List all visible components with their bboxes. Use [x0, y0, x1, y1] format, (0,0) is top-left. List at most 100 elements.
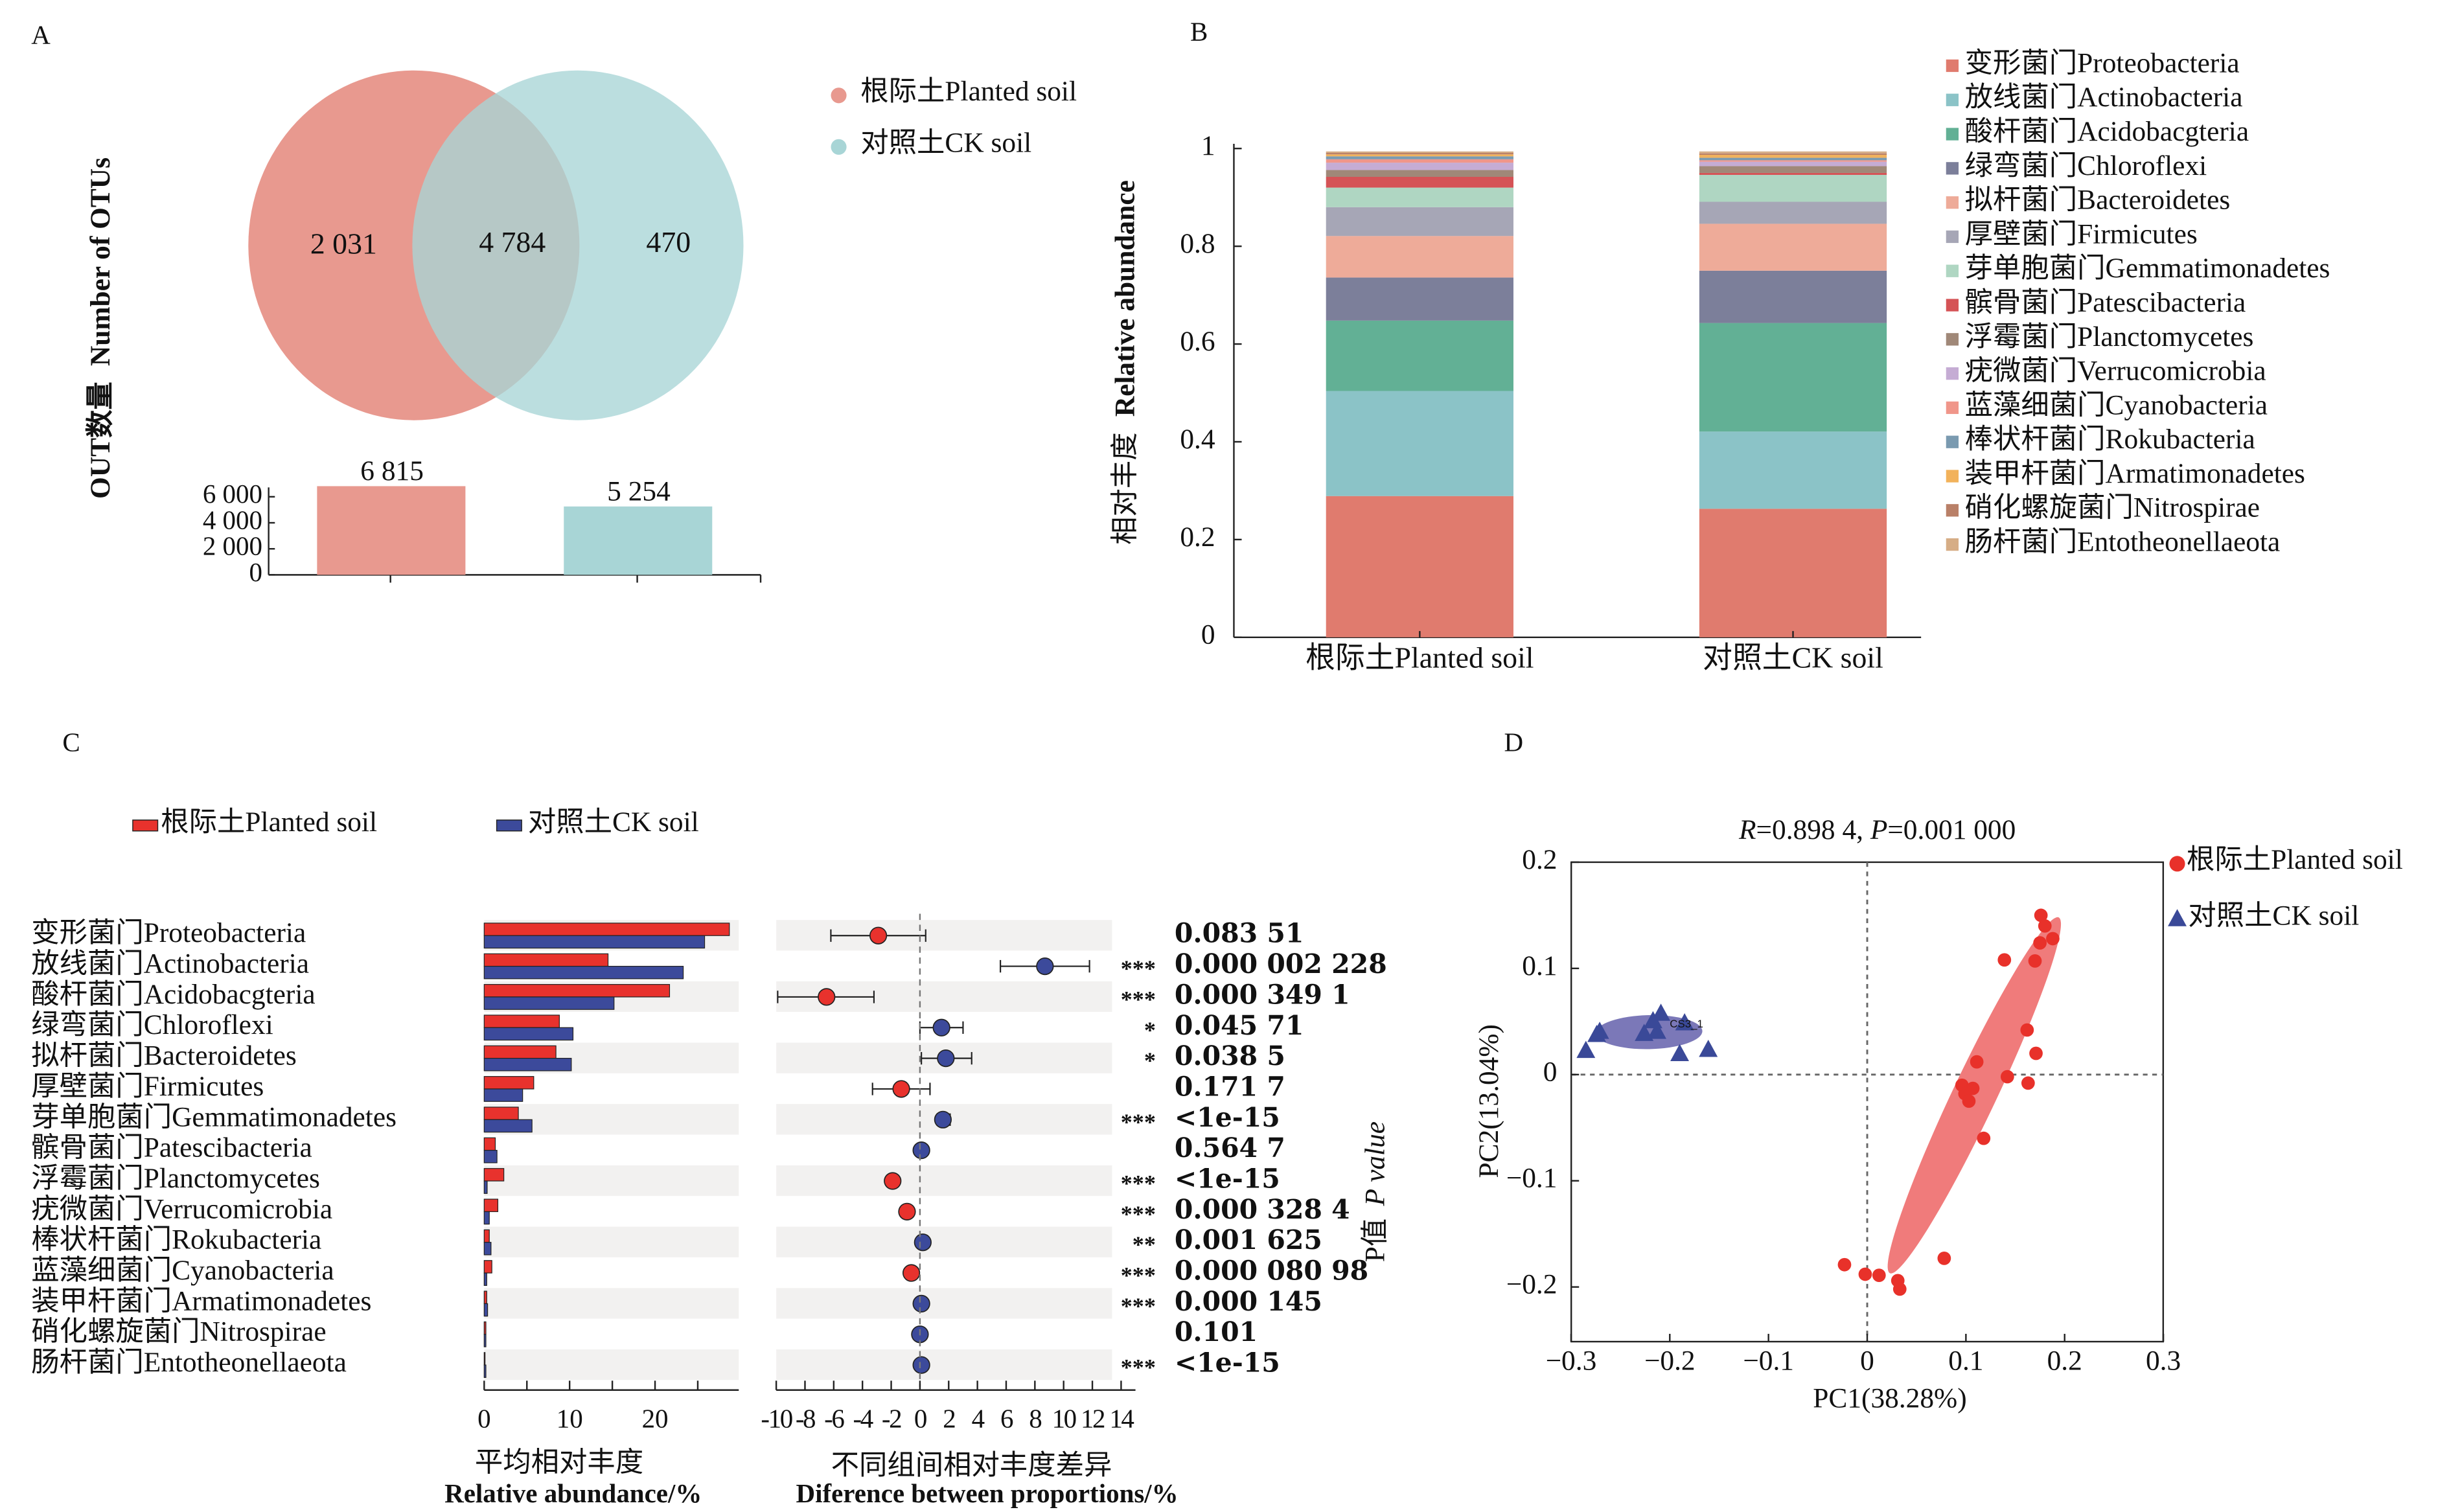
- y-tick-label: 0.6: [1180, 326, 1215, 357]
- row-label: 髌骨菌门Patescibacteria: [31, 1132, 312, 1163]
- p-value: 0.001 625: [1175, 1224, 1322, 1255]
- legend-label: 厚壁菌门Firmicutes: [1965, 218, 2198, 249]
- legend-ck-label: 对照土CK soil: [528, 807, 699, 838]
- legend-label: 绿弯菌门Chloroflexi: [1965, 150, 2207, 181]
- planted-mean-bar: [483, 1137, 496, 1151]
- planted-sample-point: [1837, 1257, 1852, 1272]
- legend-label: 浮霉菌门Planctomycetes: [1965, 321, 2254, 352]
- ck-sample-point: [1648, 1022, 1666, 1039]
- y-tick-label: 6 000: [203, 479, 262, 509]
- legend-planted-marker: [2169, 856, 2185, 872]
- legend-label: 棒状杆菌门Rokubacteria: [1965, 424, 2255, 455]
- ck-sample-point: [1699, 1039, 1718, 1057]
- row-stripe: [484, 1226, 739, 1257]
- stacked-segment: [1326, 163, 1513, 170]
- stacked-segment: [1699, 161, 1887, 166]
- legend-swatch: [1946, 59, 1959, 73]
- stacked-segment: [1326, 391, 1513, 496]
- planted-sample-point: [1937, 1252, 1951, 1265]
- planted-sample-point: [1872, 1268, 1886, 1282]
- difference-point: [892, 1080, 910, 1098]
- legend-label: 装甲杆菌门Armatimonadetes: [1965, 458, 2305, 489]
- ck-sample-point: [1590, 1022, 1609, 1039]
- legend-label: 酸杆菌门Acidobacgteria: [1965, 116, 2249, 147]
- diff-x-tick-label: 14: [1109, 1403, 1134, 1433]
- legend-label: 放线菌门Actinobacteria: [1965, 82, 2243, 113]
- bar-x-tick-label: 10: [557, 1403, 583, 1433]
- planted-mean-bar: [483, 1321, 487, 1335]
- ck-sample-point: [1651, 1003, 1671, 1021]
- difference-point: [937, 1049, 955, 1068]
- panel-d-pcoa-scatter: D R=0.898 4, P=0.001 000 −0.3 −0.2 −0.1 0 0.1 0…: [1473, 727, 2403, 1414]
- ck-mean-bar: [483, 1303, 489, 1317]
- legend-swatch: [1946, 93, 1959, 106]
- otu-bar: [564, 506, 713, 575]
- legend-swatch: [1946, 504, 1959, 517]
- ck-mean-bar: [483, 1211, 490, 1225]
- title-p_label: P: [1870, 814, 1888, 845]
- diff-x-title-en: Diference between proportions/%: [796, 1478, 1178, 1508]
- x-tick-label: 0.3: [2146, 1346, 2181, 1377]
- p-value: 0.038 5: [1175, 1040, 1285, 1071]
- row-label: 绿弯菌门Chloroflexi: [31, 1009, 273, 1040]
- panel-label-b: B: [1190, 17, 1208, 47]
- y-axis-title-cn: 相对丰度: [1109, 432, 1140, 545]
- row-label: 芽单胞菌门Gemmatimonadetes: [31, 1101, 397, 1132]
- stacked-segment: [1699, 323, 1887, 432]
- difference-point: [912, 1356, 930, 1374]
- ck-sample-point: [1675, 1013, 1694, 1031]
- y-axis-title-cn: OUT数量: [85, 382, 116, 499]
- significance-stars: ***: [1121, 1355, 1156, 1380]
- stacked-segment: [1699, 223, 1887, 271]
- planted-sample-point: [1997, 953, 2012, 967]
- y-axis-title-abundance: 相对丰度 Relative abundance: [1109, 180, 1140, 545]
- diff-x-tick-label: 10: [1052, 1403, 1076, 1433]
- p-value: 0.171 7: [1175, 1071, 1285, 1102]
- y-tick-label: 0.8: [1180, 228, 1215, 259]
- title-p_value: =0.001 000: [1887, 814, 2016, 845]
- significance-stars: *: [1144, 1017, 1156, 1043]
- stacked-segment: [1326, 320, 1513, 391]
- stacked-segment: [1699, 157, 1887, 161]
- x-axis-title: PC1(38.28%): [1813, 1383, 1966, 1414]
- ck-mean-bar: [483, 965, 684, 979]
- legend-label: 硝化螺旋菌门Nitrospirae: [1965, 492, 2260, 523]
- row-stripe: [484, 1288, 739, 1319]
- planted-mean-bar: [483, 1168, 505, 1182]
- difference-point: [818, 988, 836, 1006]
- legend-swatch: [1946, 230, 1959, 244]
- ck-mean-bar: [483, 1180, 488, 1194]
- difference-point: [898, 1202, 916, 1220]
- diff-x-tick-label: -4: [853, 1403, 873, 1433]
- diff-x-tick-label: 8: [1029, 1403, 1041, 1433]
- significance-stars: ***: [1121, 1293, 1156, 1319]
- planted-sample-point: [2034, 908, 2048, 922]
- legend-ck-label: 对照土CK soil: [860, 127, 1031, 158]
- x-tick-label: 0: [1860, 1346, 1874, 1377]
- planted-mean-bar: [483, 1229, 490, 1243]
- stacked-segment: [1699, 172, 1887, 175]
- legend-label: 芽单胞菌门Gemmatimonadetes: [1965, 253, 2330, 284]
- planted-mean-bar: [483, 1198, 499, 1212]
- legend-swatch: [1946, 128, 1959, 141]
- stacked-segment: [1326, 154, 1513, 157]
- otu-bar-label: 6 815: [360, 455, 424, 487]
- diff-x-tick-label: 2: [943, 1403, 955, 1433]
- stacked-segment: [1326, 176, 1513, 188]
- planted-sample-point: [2038, 919, 2052, 933]
- panel-a-venn-and-bar: A 2 031 4 784 470 根际土Planted soil 对照土CK soil O…: [31, 19, 1077, 586]
- planted-sample-point: [2029, 1046, 2043, 1060]
- planted-mean-bar: [483, 1076, 535, 1090]
- difference-point: [934, 1110, 952, 1128]
- bar-x-title-en: Relative abundance/%: [444, 1478, 702, 1508]
- x-tick-label: 0.1: [1948, 1346, 1983, 1377]
- stacked-segment: [1326, 496, 1513, 637]
- planted-sample-point: [2020, 1023, 2034, 1037]
- difference-point: [902, 1264, 921, 1282]
- ck-mean-bar: [483, 1088, 523, 1102]
- legend-label: 变形菌门Proteobacteria: [1965, 47, 2240, 78]
- planted-sample-point: [2033, 936, 2047, 950]
- planted-mean-bar: [483, 1106, 519, 1120]
- x-tick-label: 0.2: [2047, 1346, 2082, 1377]
